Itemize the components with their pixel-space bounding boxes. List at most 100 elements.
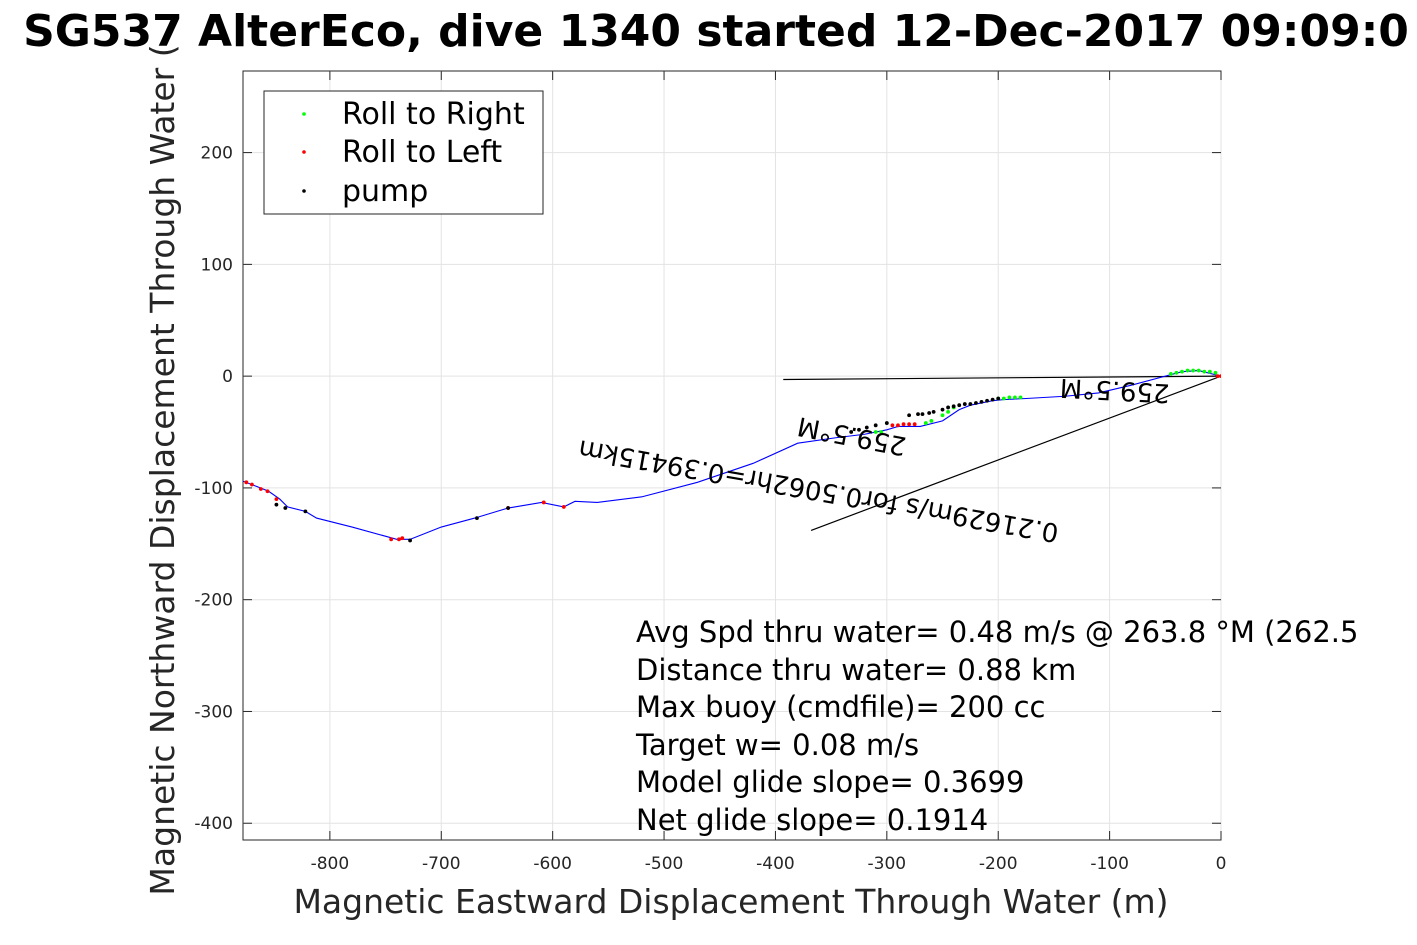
pump-point	[996, 396, 1001, 401]
y-tick-label: 0	[222, 367, 233, 387]
marker-series	[244, 368, 1221, 543]
roll-right-point	[1007, 395, 1012, 400]
roll-right-point	[879, 430, 884, 434]
pump-point	[475, 516, 479, 520]
track-line	[243, 369, 1221, 540]
legend: Roll to Right Roll to Left pump	[263, 90, 544, 215]
annotation-distance: Distance thru water= 0.88 km	[636, 653, 1076, 687]
roll-left-point	[265, 489, 270, 494]
roll-left-point	[400, 536, 405, 541]
roll-left-point	[907, 422, 912, 427]
y-tick-label: -100	[194, 479, 233, 499]
pump-point	[940, 407, 945, 412]
pump-point	[916, 412, 920, 417]
legend-marker-pump	[302, 189, 306, 193]
legend-box	[263, 90, 544, 215]
track-series	[243, 369, 1221, 540]
current-lines	[783, 375, 1221, 531]
annotation-model-glide: Model glide slope= 0.3699	[636, 765, 1024, 799]
roll-left-point	[244, 480, 249, 485]
x-axis-ticks: -800 -700 -600 -500 -400 -300 -200 -100 0	[311, 71, 1227, 874]
x-tick-label: -300	[868, 854, 907, 874]
x-tick-label: -200	[979, 854, 1018, 874]
y-axis-ticks: 200 100 0 -100 -200 -300 -400	[194, 144, 1221, 834]
roll-right-point	[1168, 372, 1173, 376]
roll-left-point	[274, 497, 279, 501]
current-vector-line	[810, 375, 1221, 531]
roll-right-point	[1001, 396, 1006, 401]
pump-point	[274, 502, 279, 507]
pump-point	[979, 399, 984, 404]
y-tick-label: -400	[194, 814, 233, 834]
roll-left-point	[896, 423, 900, 428]
roll-left-point	[890, 423, 895, 428]
y-tick-label: -200	[194, 591, 233, 611]
x-axis-label: Magnetic Eastward Displacement Through W…	[293, 882, 1168, 921]
roll-left-point	[1219, 374, 1221, 379]
pump-point	[864, 425, 869, 430]
chart-title: SG537 AlterEco, dive 1340 started 12-Dec…	[23, 6, 1409, 57]
pump-point	[985, 398, 989, 403]
roll-left-point	[541, 500, 546, 505]
roll-left-point	[1215, 374, 1220, 379]
roll-right-point	[1018, 395, 1023, 400]
roll-right-point	[1202, 369, 1207, 374]
pump-point	[303, 509, 308, 514]
roll-left-point	[561, 505, 566, 509]
pump-point	[968, 402, 973, 406]
pump-point	[408, 538, 412, 543]
roll-right-point	[929, 418, 934, 423]
roll-right-point	[1213, 370, 1218, 375]
x-tick-label: -700	[422, 854, 461, 874]
pump-point	[884, 421, 889, 425]
roll-right-point	[946, 410, 950, 414]
roll-right-point	[923, 421, 928, 425]
legend-label-pump: pump	[342, 174, 428, 209]
y-axis-label: Magnetic Northward Displacement Through …	[143, 44, 182, 895]
roll-right-point	[1191, 368, 1196, 373]
pump-point	[283, 506, 288, 510]
roll-left-point	[912, 422, 917, 427]
pump-point	[927, 411, 932, 415]
pump-point	[957, 403, 962, 408]
roll-right-point	[873, 430, 878, 434]
x-tick-label: -400	[756, 854, 795, 874]
annotation-target-w: Target w= 0.08 m/s	[635, 728, 919, 762]
roll-right-point	[1013, 395, 1017, 400]
pump-point	[857, 427, 861, 432]
roll-left-point	[389, 537, 394, 542]
y-tick-label: 100	[201, 255, 233, 275]
pump-point	[849, 430, 854, 434]
current-vector-line	[783, 375, 1221, 381]
y-tick-label: 200	[201, 144, 233, 164]
roll-right-point	[940, 413, 945, 418]
pump-point	[946, 405, 950, 410]
annotation-block: Avg Spd thru water= 0.48 m/s @ 263.8 °M …	[635, 615, 1358, 837]
pump-point	[506, 506, 511, 510]
pump-point	[920, 412, 925, 417]
current-label: 259.5°M	[1059, 372, 1170, 408]
legend-label-roll-left: Roll to Left	[342, 135, 502, 170]
roll-right-point	[1174, 370, 1179, 375]
legend-label-roll-right: Roll to Right	[342, 97, 525, 132]
x-tick-label: 0	[1216, 854, 1227, 874]
roll-left-point	[258, 487, 263, 491]
annotation-avg-speed: Avg Spd thru water= 0.48 m/s @ 263.8 °M …	[636, 615, 1358, 649]
annotation-max-buoy: Max buoy (cmdfile)= 200 cc	[636, 690, 1045, 724]
roll-right-point	[1207, 369, 1212, 374]
roll-right-point	[1180, 369, 1184, 374]
legend-marker-roll-right	[302, 112, 306, 116]
x-tick-label: -600	[533, 854, 572, 874]
roll-left-point	[397, 537, 401, 542]
roll-right-point	[1196, 368, 1201, 373]
x-tick-label: -100	[1090, 854, 1129, 874]
legend-marker-roll-left	[302, 150, 306, 154]
pump-point	[951, 404, 956, 409]
pump-point	[990, 397, 995, 402]
x-tick-label: -500	[645, 854, 684, 874]
x-tick-label: -800	[311, 854, 350, 874]
pump-point	[974, 401, 978, 405]
annotation-net-glide: Net glide slope= 0.1914	[636, 803, 988, 837]
roll-right-point	[1185, 368, 1190, 373]
pump-point	[907, 413, 912, 418]
